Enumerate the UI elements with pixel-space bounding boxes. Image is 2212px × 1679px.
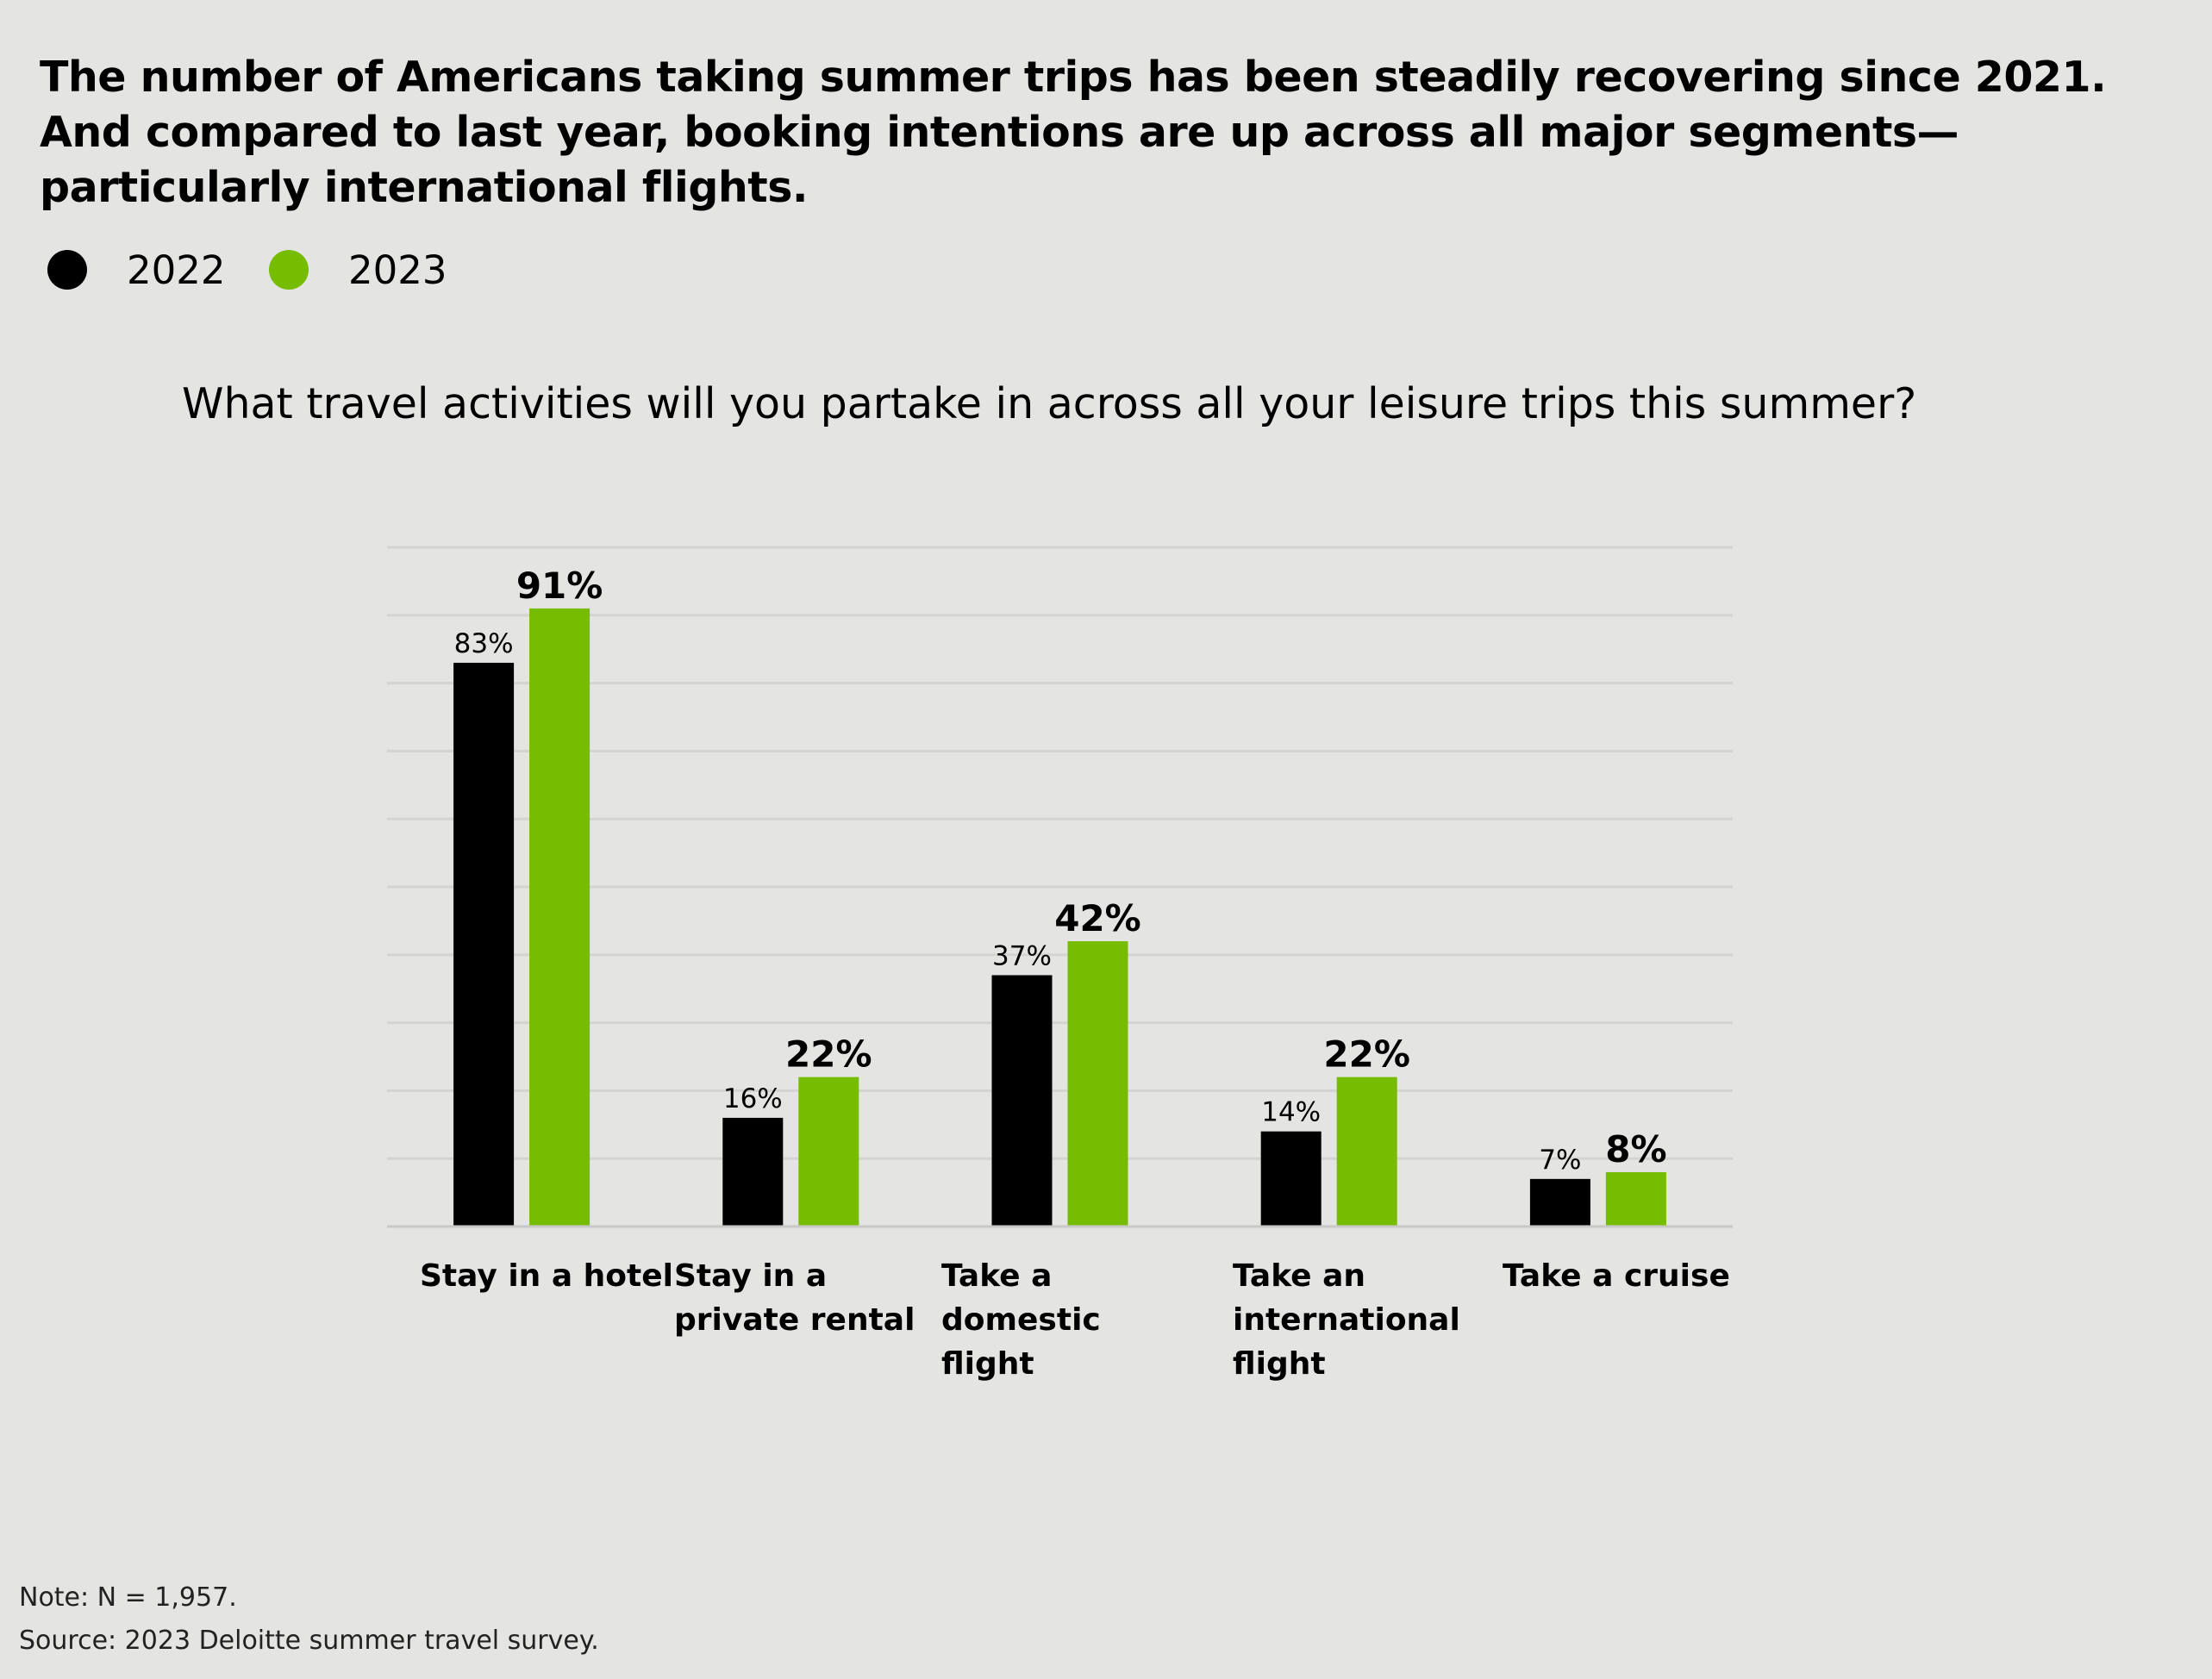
bar-2023 [1605, 1171, 1666, 1226]
category-label: Stay in a private rental [674, 1258, 915, 1338]
legend-dot-icon [269, 250, 309, 290]
bar-2022 [991, 975, 1053, 1226]
category-label: Take a domestic flight [941, 1258, 1101, 1382]
data-label-2022: 83% [454, 628, 514, 659]
bar-2022 [1260, 1131, 1322, 1226]
data-label-2023: 42% [1054, 897, 1141, 939]
source-note: Source: 2023 Deloitte summer travel surv… [19, 1626, 599, 1656]
data-label-2022: 7% [1539, 1145, 1581, 1176]
legend-item-2022: 2022 [47, 247, 226, 293]
category-label: Take an international flight [1233, 1258, 1460, 1382]
legend-label: 2023 [348, 247, 447, 293]
category-label: Take a cruise [1503, 1258, 1730, 1294]
data-label-2022: 37% [992, 940, 1052, 971]
legend-label: 2022 [127, 247, 226, 293]
bar-2022 [722, 1117, 784, 1226]
bar-2023 [798, 1077, 859, 1226]
bar-2023 [1336, 1077, 1397, 1226]
chart-headline: The number of Americans taking summer tr… [40, 53, 2107, 212]
chart-question: What travel activities will you partake … [182, 379, 1917, 428]
legend-item-2023: 2023 [269, 247, 447, 293]
category-label: Stay in a hotel [420, 1258, 673, 1294]
data-label-2023: 22% [785, 1033, 872, 1076]
footnote: Note: N = 1,957. [19, 1582, 237, 1613]
bar-2023 [529, 608, 590, 1226]
data-label-2022: 16% [723, 1083, 783, 1114]
legend-dot-icon [47, 250, 87, 290]
data-label-2023: 22% [1323, 1033, 1410, 1076]
bar-2023 [1067, 941, 1128, 1226]
bar-2022 [1529, 1178, 1590, 1226]
bar-2022 [453, 662, 515, 1226]
data-label-2023: 8% [1605, 1128, 1666, 1170]
data-label-2023: 91% [516, 565, 603, 607]
data-label-2022: 14% [1261, 1097, 1321, 1128]
